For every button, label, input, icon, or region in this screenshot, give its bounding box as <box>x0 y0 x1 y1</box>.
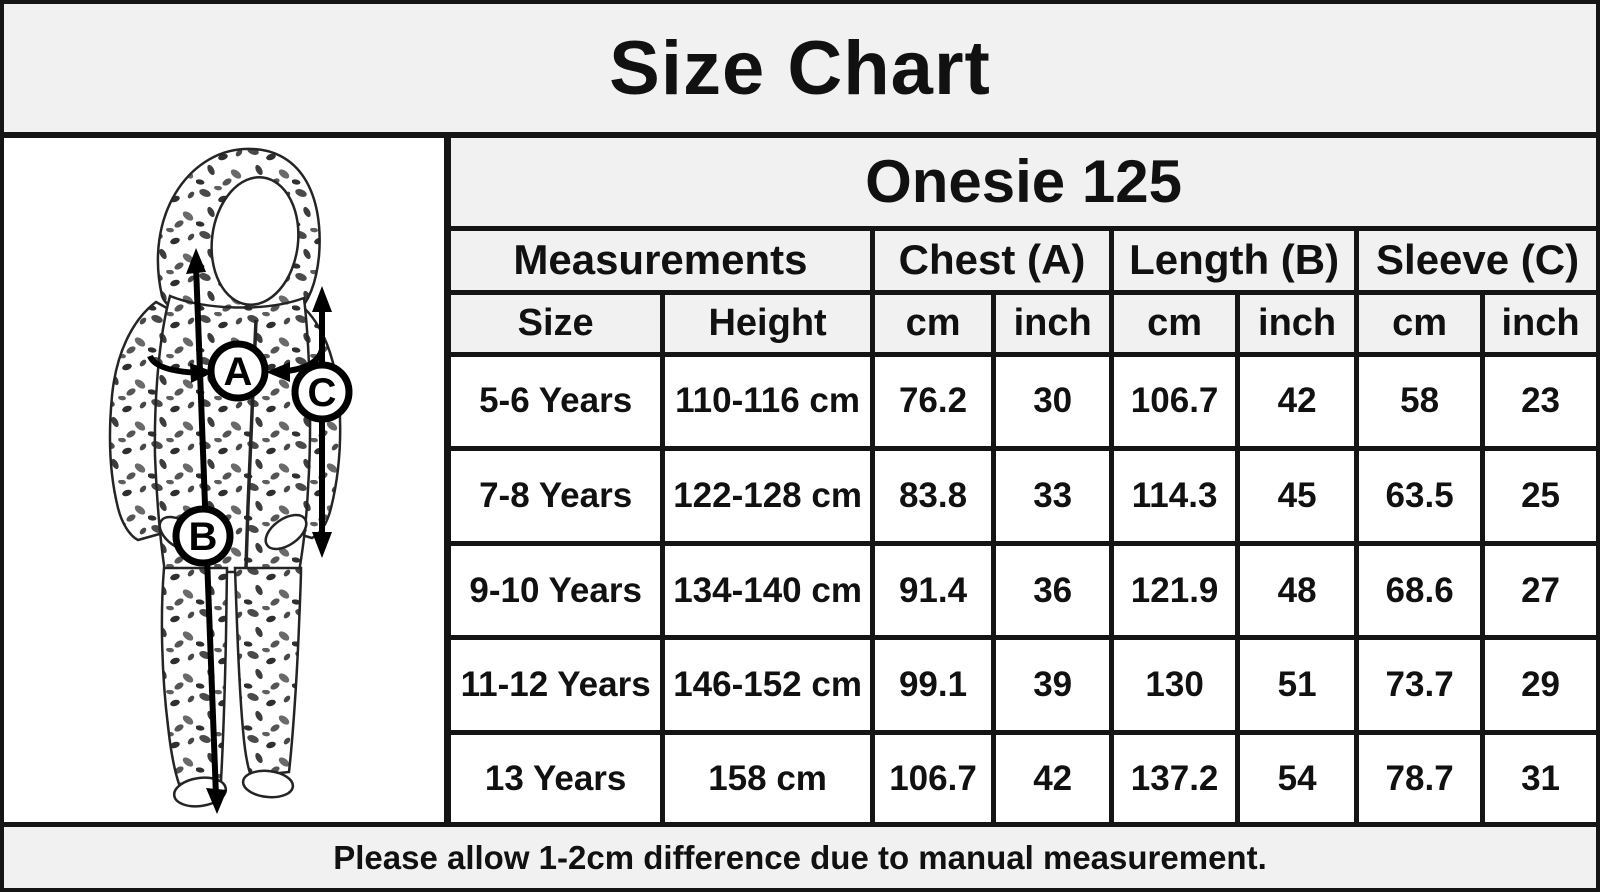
cell-size: 13 Years <box>451 730 666 822</box>
table-row: 5-6 Years 110-116 cm 76.2 30 106.7 42 58… <box>451 351 1596 452</box>
zipper-line <box>244 319 258 569</box>
cell-sleeve-inch: 23 <box>1481 351 1596 452</box>
cell-height: 110-116 cm <box>661 351 875 452</box>
table-row: 7-8 Years 122-128 cm 83.8 33 114.3 45 63… <box>451 446 1596 546</box>
header-chest-inch: inch <box>992 289 1115 357</box>
cell-length-cm: 137.2 <box>1109 730 1241 822</box>
cell-size: 9-10 Years <box>451 540 666 641</box>
header-chest-cm: cm <box>869 289 997 357</box>
cell-size: 7-8 Years <box>451 446 666 546</box>
cell-height: 146-152 cm <box>661 635 875 736</box>
cell-chest-cm: 91.4 <box>869 540 997 641</box>
cell-length-inch: 51 <box>1236 635 1360 736</box>
onesie-illustration-panel: A B C <box>4 138 451 822</box>
cell-sleeve-cm: 73.7 <box>1354 635 1486 736</box>
header-length-cm: cm <box>1109 289 1241 357</box>
header-sleeve-cm: cm <box>1354 289 1486 357</box>
cell-sleeve-cm: 78.7 <box>1354 730 1486 822</box>
onesie-illustration: A B C <box>108 147 353 814</box>
header-length-inch: inch <box>1236 289 1360 357</box>
cell-height: 122-128 cm <box>661 446 875 546</box>
cell-chest-cm: 76.2 <box>869 351 997 452</box>
measurement-note: Please allow 1-2cm difference due to man… <box>333 838 1267 876</box>
header-sleeve: Sleeve (C) <box>1354 225 1596 295</box>
size-table: Onesie 125 Measurements Chest (A) Length… <box>451 138 1596 822</box>
size-table-area: Onesie 125 Measurements Chest (A) Length… <box>451 138 1596 822</box>
product-title: Onesie 125 <box>451 138 1596 231</box>
cell-chest-cm: 106.7 <box>869 730 997 822</box>
cell-sleeve-inch: 25 <box>1481 446 1596 546</box>
footer-note-bar: Please allow 1-2cm difference due to man… <box>4 822 1596 888</box>
table-row: 11-12 Years 146-152 cm 99.1 39 130 51 73… <box>451 635 1596 736</box>
title-bar: Size Chart <box>4 4 1596 138</box>
cell-length-inch: 48 <box>1236 540 1360 641</box>
cell-size: 11-12 Years <box>451 635 666 736</box>
cell-length-cm: 121.9 <box>1109 540 1241 641</box>
cell-chest-inch: 39 <box>992 635 1115 736</box>
page-title: Size Chart <box>609 25 991 111</box>
cell-length-cm: 114.3 <box>1109 446 1241 546</box>
table-row: 13 Years 158 cm 106.7 42 137.2 54 78.7 3… <box>451 730 1596 822</box>
cell-length-inch: 54 <box>1236 730 1360 822</box>
cell-sleeve-cm: 58 <box>1354 351 1486 452</box>
table-row: 9-10 Years 134-140 cm 91.4 36 121.9 48 6… <box>451 540 1596 641</box>
cell-length-inch: 45 <box>1236 446 1360 546</box>
measure-label-badges: A B C <box>172 340 353 567</box>
cell-sleeve-cm: 68.6 <box>1354 540 1486 641</box>
cell-sleeve-cm: 63.5 <box>1354 446 1486 546</box>
cell-length-cm: 130 <box>1109 635 1241 736</box>
header-size: Size <box>451 289 666 357</box>
cell-height: 158 cm <box>661 730 875 822</box>
cell-height: 134-140 cm <box>661 540 875 641</box>
measure-label-a: A <box>224 350 253 394</box>
main-area: A B C Onesie 125 <box>4 138 1596 822</box>
cell-length-cm: 106.7 <box>1109 351 1241 452</box>
header-measurements: Measurements <box>451 225 875 295</box>
cell-sleeve-inch: 29 <box>1481 635 1596 736</box>
cell-chest-cm: 99.1 <box>869 635 997 736</box>
measure-label-c: C <box>308 371 337 415</box>
cell-size: 5-6 Years <box>451 351 666 452</box>
cell-length-inch: 42 <box>1236 351 1360 452</box>
cell-chest-inch: 42 <box>992 730 1115 822</box>
header-height: Height <box>661 289 875 357</box>
header-chest: Chest (A) <box>869 225 1115 295</box>
cell-chest-inch: 33 <box>992 446 1115 546</box>
cell-chest-inch: 36 <box>992 540 1115 641</box>
cell-sleeve-inch: 31 <box>1481 730 1596 822</box>
cell-chest-cm: 83.8 <box>869 446 997 546</box>
header-sleeve-inch: inch <box>1481 289 1596 357</box>
measure-label-b: B <box>189 515 218 559</box>
onesie-openings <box>158 176 308 808</box>
cell-chest-inch: 30 <box>992 351 1115 452</box>
cell-sleeve-inch: 27 <box>1481 540 1596 641</box>
header-length: Length (B) <box>1109 225 1360 295</box>
